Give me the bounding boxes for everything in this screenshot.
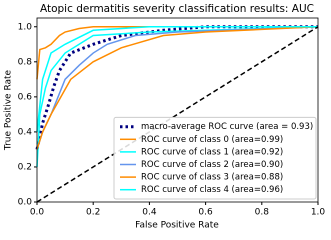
x-tick-label: 0.6 [198, 208, 213, 218]
legend-label: ROC curve of class 0 (area=0.99) [141, 135, 283, 145]
y-tick-label: 1.0 [18, 22, 33, 32]
legend-label: macro-average ROC curve (area = 0.93) [141, 122, 313, 132]
legend-label: ROC curve of class 3 (area=0.88) [141, 173, 283, 183]
legend-label: ROC curve of class 4 (area=0.96) [141, 185, 283, 195]
legend-label: ROC curve of class 1 (area=0.92) [141, 147, 283, 157]
roc-line [36, 26, 319, 167]
y-tick-label: 0.8 [18, 57, 33, 67]
plot-frame [36, 17, 319, 203]
x-tick-label: 1.0 [311, 208, 326, 218]
chart-title: Atopic dermatitis severity classificatio… [40, 3, 314, 15]
legend-label: ROC curve of class 2 (area=0.90) [141, 160, 283, 170]
x-tick-label: 0.4 [142, 208, 157, 218]
y-tick-label: 0.6 [18, 92, 33, 102]
legend-box [113, 116, 317, 200]
roc-line [36, 26, 318, 80]
roc-line [36, 26, 319, 203]
page: {"chart_data": {"type": "line", "title":… [3, 3, 326, 231]
x-tick-label: 0.0 [30, 208, 45, 218]
y-tick-label: 0.2 [18, 162, 32, 172]
x-tick-label: 0.2 [86, 208, 100, 218]
x-axis-label: False Positive Rate [135, 221, 219, 231]
y-axis-label: True Positive Rate [4, 69, 14, 151]
roc-line [36, 26, 319, 150]
y-tick-label: 0.0 [18, 198, 33, 208]
x-tick-label: 0.8 [255, 208, 270, 218]
y-tick-label: 0.4 [18, 127, 33, 137]
roc-line [35, 25, 318, 150]
roc-line [36, 26, 318, 132]
chart: Atopic dermatitis severity classificatio… [4, 3, 326, 231]
